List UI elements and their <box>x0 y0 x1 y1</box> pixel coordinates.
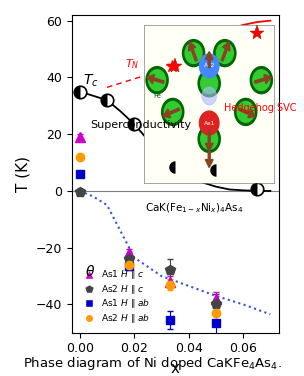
Text: $T_c$: $T_c$ <box>83 73 98 89</box>
Text: $T_N$: $T_N$ <box>125 58 140 71</box>
Y-axis label: T (K): T (K) <box>15 156 30 192</box>
Text: CaK(Fe$_{1-x}$Ni$_x$)$_4$As$_4$: CaK(Fe$_{1-x}$Ni$_x$)$_4$As$_4$ <box>145 201 244 215</box>
Text: θ: θ <box>85 265 94 279</box>
Text: Phase diagram of Ni doped CaKFe$_4$As$_4$.: Phase diagram of Ni doped CaKFe$_4$As$_4… <box>22 355 282 372</box>
Text: Superconductivity: Superconductivity <box>91 120 192 130</box>
Legend: As1 $H$ ∥ $c$, As2 $H$ ∥ $c$, As1 $H$ ∥ $ab$, As2 $H$ ∥ $ab$: As1 $H$ ∥ $c$, As2 $H$ ∥ $c$, As1 $H$ ∥ … <box>76 265 154 328</box>
X-axis label: x: x <box>171 361 180 376</box>
Text: Hedgehog SVC: Hedgehog SVC <box>224 103 297 114</box>
